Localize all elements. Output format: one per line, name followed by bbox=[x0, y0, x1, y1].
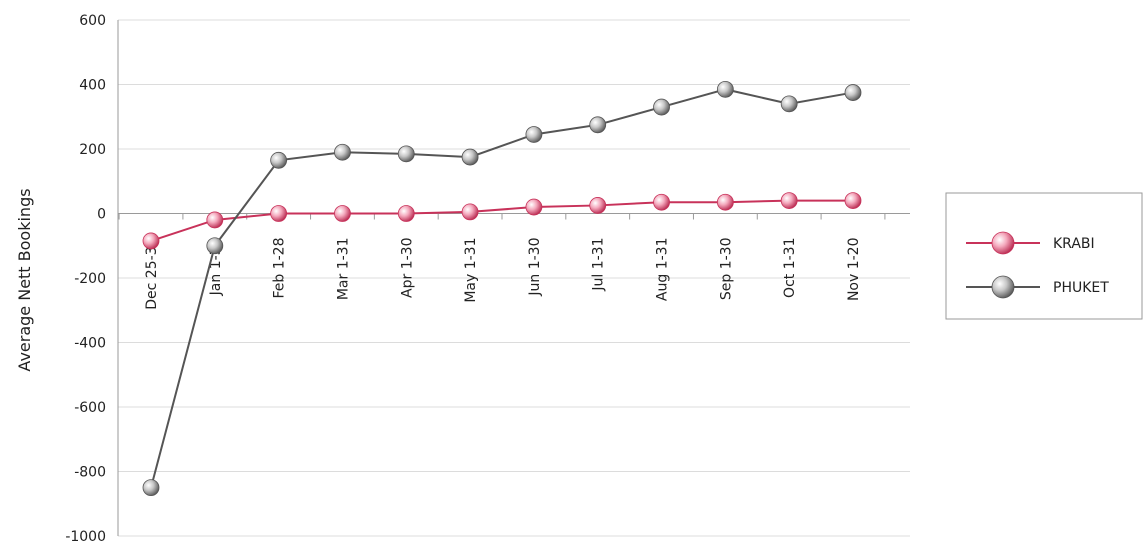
legend: KRABI PHUKET bbox=[945, 192, 1143, 320]
data-point-krabi bbox=[334, 205, 351, 222]
data-point-krabi bbox=[844, 192, 862, 210]
data-point-krabi bbox=[206, 211, 224, 229]
x-tick-label: Feb 1-28 bbox=[272, 238, 288, 299]
y-tick-label: 200 bbox=[79, 142, 106, 158]
x-tick-label: Jul 1-31 bbox=[591, 238, 607, 292]
data-point-krabi bbox=[716, 193, 734, 211]
x-tick-label: Aug 1-31 bbox=[655, 238, 671, 302]
series-line-phuket bbox=[150, 88, 854, 488]
data-point-krabi bbox=[653, 193, 670, 211]
x-tick-label: Sep 1-30 bbox=[718, 238, 734, 301]
series-line-krabi bbox=[150, 199, 853, 242]
data-point-phuket bbox=[461, 148, 479, 166]
data-point-krabi bbox=[461, 203, 479, 221]
x-tick-label: Oct 1-31 bbox=[782, 238, 798, 298]
data-point-krabi bbox=[397, 205, 415, 222]
legend-label-phuket: PHUKET bbox=[1053, 280, 1109, 296]
y-tick-label: -200 bbox=[74, 271, 106, 287]
data-point-phuket bbox=[142, 479, 160, 497]
data-point-phuket bbox=[653, 98, 670, 116]
axes: 600 400 200 0 -200 -400 -600 -800 -1000 Dec 25-31… bbox=[65, 13, 910, 545]
data-point-krabi bbox=[780, 192, 798, 210]
data-point-krabi bbox=[142, 232, 160, 250]
x-tick-label: Nov 1-20 bbox=[846, 238, 862, 302]
y-tick-label: -800 bbox=[74, 465, 106, 481]
data-point-phuket bbox=[780, 95, 798, 113]
data-point-phuket bbox=[206, 237, 224, 255]
data-point-krabi bbox=[589, 197, 607, 214]
x-tick-label: May 1-31 bbox=[463, 238, 479, 303]
y-tick-label: 400 bbox=[79, 78, 106, 94]
x-tick-label: Jun 1-30 bbox=[527, 238, 543, 297]
y-tick-label: 0 bbox=[97, 207, 106, 223]
legend-marker-krabi bbox=[991, 231, 1015, 255]
data-point-phuket bbox=[270, 151, 288, 169]
data-point-phuket bbox=[525, 126, 543, 143]
y-tick-label: 600 bbox=[79, 13, 106, 29]
y-tick-label: -1000 bbox=[65, 529, 106, 545]
series bbox=[142, 80, 862, 497]
data-point-phuket bbox=[334, 143, 351, 161]
x-tick-label: Apr 1-30 bbox=[399, 238, 415, 298]
data-point-phuket bbox=[844, 84, 862, 101]
y-axis-title: Average Nett Bookings bbox=[15, 188, 34, 371]
legend-box bbox=[945, 192, 1143, 320]
data-point-krabi bbox=[525, 198, 543, 216]
x-tick-label: Mar 1-31 bbox=[335, 238, 351, 301]
data-point-phuket bbox=[589, 116, 607, 134]
y-tick-label: -400 bbox=[74, 336, 106, 352]
data-point-phuket bbox=[397, 145, 415, 163]
data-point-krabi bbox=[270, 205, 288, 222]
legend-label-krabi: KRABI bbox=[1053, 236, 1095, 252]
x-tick-label: Dec 25-31 bbox=[144, 238, 160, 310]
data-point-phuket bbox=[716, 80, 734, 98]
legend-marker-phuket bbox=[991, 275, 1015, 299]
y-tick-label: -600 bbox=[74, 400, 106, 416]
